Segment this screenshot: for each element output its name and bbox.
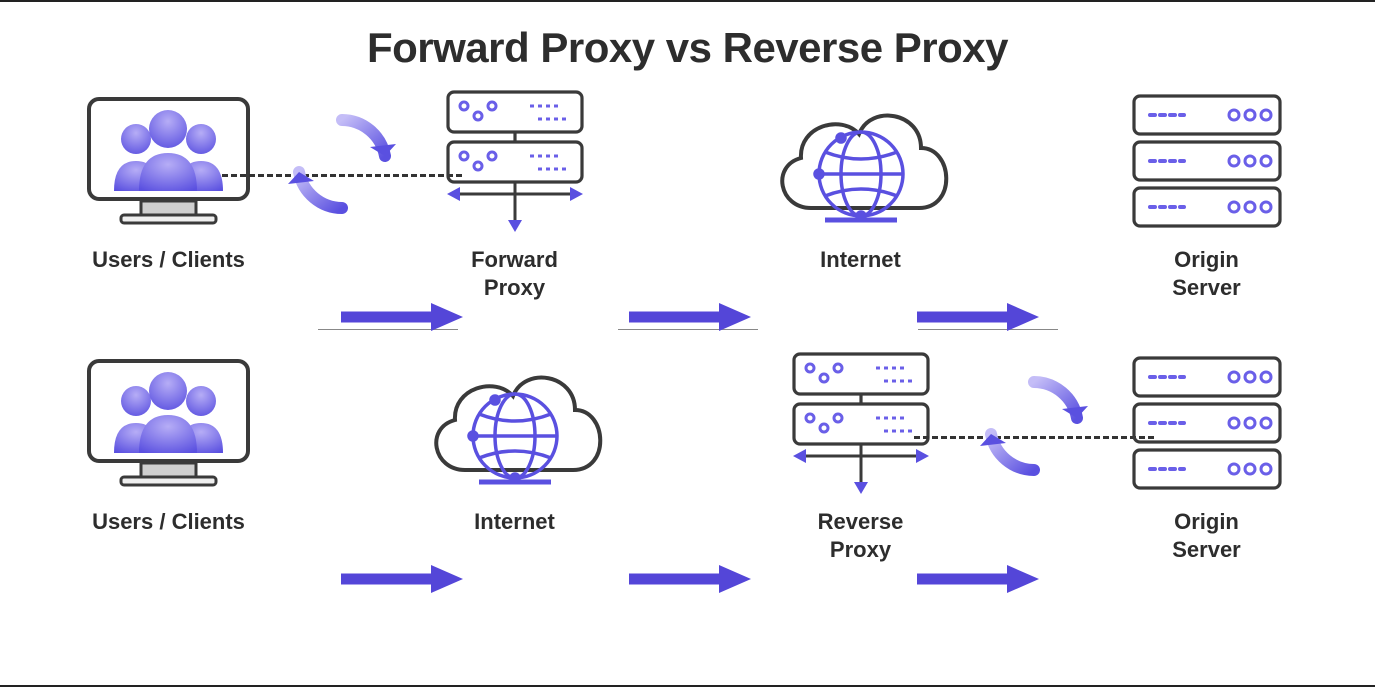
server-stack-icon — [1122, 86, 1292, 236]
proxy-server-icon — [430, 86, 600, 236]
monitor-users-icon — [81, 86, 256, 236]
flow-arrow-icon — [623, 562, 753, 596]
gap-1-0 — [287, 86, 397, 236]
label-fproxy: Forward Proxy — [471, 246, 558, 301]
flow-arrow-icon — [911, 300, 1041, 334]
node-internet-1: Internet — [761, 86, 961, 274]
row-forward: Users / Clients — [0, 86, 1375, 301]
cloud-globe-icon — [761, 86, 961, 236]
flow-arrow-icon — [335, 300, 465, 334]
label-users-2: Users / Clients — [92, 508, 245, 536]
node-users-2: Users / Clients — [69, 348, 269, 536]
gap-1-2 — [979, 86, 1089, 236]
label-users-1: Users / Clients — [92, 246, 245, 274]
gap-2-2 — [979, 348, 1089, 498]
monitor-users-icon — [81, 348, 256, 498]
gap-1-1 — [633, 86, 743, 236]
node-reverse-proxy: Reverse Proxy — [761, 348, 961, 563]
node-origin-2: Origin Server — [1107, 348, 1307, 563]
proxy-server-icon — [776, 348, 946, 498]
arrows-row-1 — [0, 297, 1375, 337]
row-reverse: Users / Clients Internet — [0, 348, 1375, 563]
node-forward-proxy: Forward Proxy — [415, 86, 615, 301]
node-internet-2: Internet — [415, 348, 615, 536]
gap-2-0 — [287, 348, 397, 498]
label-internet-2: Internet — [474, 508, 555, 536]
flow-arrow-icon — [623, 300, 753, 334]
label-origin-1: Origin Server — [1172, 246, 1241, 301]
cycle-arrows-icon — [976, 368, 1092, 489]
label-internet-1: Internet — [820, 246, 901, 274]
node-users-1: Users / Clients — [69, 86, 269, 274]
cycle-arrows-icon — [284, 106, 400, 227]
node-origin-1: Origin Server — [1107, 86, 1307, 301]
label-origin-2: Origin Server — [1172, 508, 1241, 563]
label-rproxy: Reverse Proxy — [818, 508, 904, 563]
arrows-row-2 — [0, 559, 1375, 599]
cloud-globe-icon — [415, 348, 615, 498]
diagram-title: Forward Proxy vs Reverse Proxy — [0, 24, 1375, 72]
flow-arrow-icon — [911, 562, 1041, 596]
server-stack-icon — [1122, 348, 1292, 498]
flow-arrow-icon — [335, 562, 465, 596]
gap-2-1 — [633, 348, 743, 498]
